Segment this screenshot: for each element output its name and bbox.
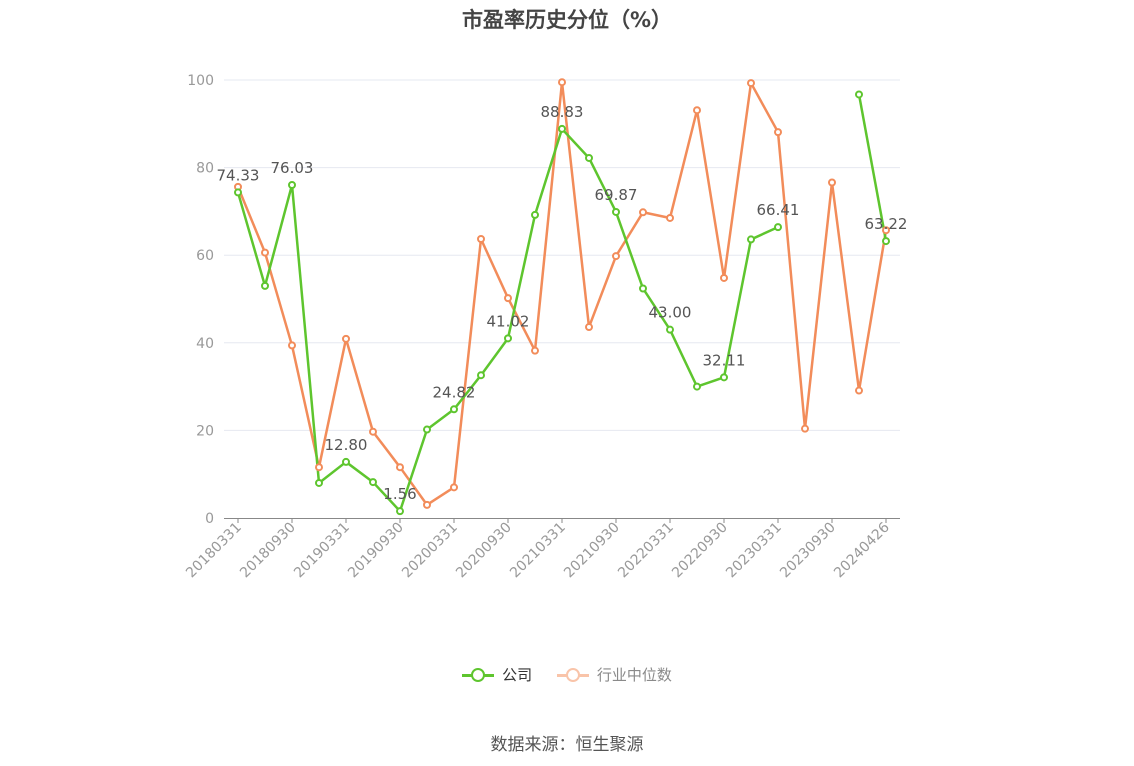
y-tick-label: 40 — [196, 336, 214, 352]
data-point-industry — [288, 341, 296, 350]
legend-item-industry[interactable]: 行业中位数 — [556, 664, 672, 685]
x-tick-label: 20220331 — [615, 520, 677, 582]
data-point-industry — [720, 273, 728, 282]
data-point-industry — [450, 483, 458, 492]
data-point-industry — [342, 334, 350, 343]
y-tick-label: 60 — [196, 248, 214, 264]
data-point-company — [369, 478, 377, 487]
data-point-company — [882, 237, 890, 246]
x-tick-label: 20180930 — [237, 520, 299, 582]
data-point-company — [747, 235, 755, 244]
y-tick-label: 0 — [205, 511, 214, 527]
x-tick-label: 20180331 — [183, 520, 245, 582]
x-tick-label: 20190930 — [345, 520, 407, 582]
data-point-company — [666, 325, 674, 334]
data-point-company — [477, 371, 485, 380]
data-point-company — [504, 334, 512, 343]
y-tick-label: 20 — [196, 423, 214, 439]
data-label-company: 88.83 — [541, 103, 584, 121]
data-label-company: 69.87 — [595, 186, 638, 204]
data-label-company: 12.80 — [325, 436, 368, 454]
data-point-company — [261, 281, 269, 290]
data-point-industry — [261, 248, 269, 257]
data-point-company — [558, 124, 566, 133]
data-point-company — [639, 284, 647, 293]
data-point-company — [342, 457, 350, 466]
x-tick-label: 20230930 — [777, 520, 839, 582]
data-points — [234, 78, 890, 516]
x-tick-label: 20190331 — [291, 520, 353, 582]
data-source: 数据来源：恒生聚源 — [490, 735, 644, 755]
data-label-company: 32.11 — [703, 351, 746, 369]
data-labels: 74.33 76.03 12.80 1.56 24.82 41.02 88.83 69.87 4… — [217, 103, 908, 503]
data-point-company — [450, 405, 458, 414]
chart-title: 市盈率历史分位（%） — [461, 8, 673, 32]
data-point-company — [693, 382, 701, 391]
x-tick-label: 20240426 — [831, 519, 893, 581]
data-label-company: 43.00 — [649, 304, 692, 322]
data-point-company — [720, 373, 728, 382]
data-point-company — [396, 507, 404, 516]
data-point-industry — [747, 79, 755, 88]
x-tick-label: 20210930 — [561, 520, 623, 582]
data-point-industry — [639, 208, 647, 217]
data-point-industry — [369, 427, 377, 436]
data-point-industry — [612, 252, 620, 261]
data-point-industry — [774, 128, 782, 137]
data-point-company — [288, 180, 296, 189]
legend-marker-company-icon — [462, 667, 495, 683]
data-point-industry — [315, 463, 323, 472]
axes: 0 20 40 60 80 100 2018033120180930201903312019… — [183, 73, 900, 581]
line-chart: 0 20 40 60 80 100 2018033120180930201903312019… — [183, 73, 908, 581]
data-label-company: 76.03 — [271, 159, 314, 177]
data-label-company: 63.22 — [865, 215, 908, 233]
x-tick-label: 20200930 — [453, 520, 515, 582]
data-point-industry — [558, 78, 566, 87]
data-point-industry — [855, 386, 863, 395]
data-label-company: 66.41 — [757, 201, 800, 219]
data-point-company — [315, 478, 323, 487]
data-point-company — [423, 425, 431, 434]
data-point-industry — [504, 294, 512, 303]
legend-label-industry: 行业中位数 — [596, 666, 672, 684]
data-point-industry — [585, 323, 593, 332]
data-label-company: 24.82 — [433, 383, 476, 401]
series-line-company — [857, 94, 888, 242]
x-tick-label: 20210331 — [507, 520, 569, 582]
data-point-company — [531, 210, 539, 219]
data-label-company: 74.33 — [217, 166, 260, 184]
data-point-industry — [477, 234, 485, 243]
data-point-industry — [828, 178, 836, 187]
data-point-company — [234, 188, 242, 197]
data-point-industry — [882, 226, 890, 235]
data-point-industry — [801, 424, 809, 433]
data-point-industry — [423, 500, 431, 509]
y-tick-label: 100 — [187, 73, 214, 89]
data-point-company — [774, 223, 782, 232]
data-point-industry — [396, 463, 404, 472]
y-tick-label: 80 — [196, 161, 214, 177]
data-point-company — [612, 207, 620, 216]
data-point-company — [585, 153, 593, 162]
data-point-industry — [693, 106, 701, 115]
legend-item-company[interactable]: 公司 — [462, 664, 532, 685]
x-tick-label: 20220930 — [669, 520, 731, 582]
data-label-company: 1.56 — [383, 485, 416, 503]
x-tick-label: 20200331 — [399, 520, 461, 582]
chart-legend: 公司 行业中位数 — [0, 664, 1134, 685]
data-point-industry — [531, 346, 539, 355]
data-label-company: 41.02 — [487, 312, 530, 330]
grid-lines — [224, 79, 900, 431]
x-tick-label: 20230331 — [723, 520, 785, 582]
legend-label-company: 公司 — [502, 666, 533, 684]
data-point-company — [855, 90, 863, 99]
data-point-industry — [666, 213, 674, 222]
legend-marker-industry-icon — [556, 667, 589, 683]
